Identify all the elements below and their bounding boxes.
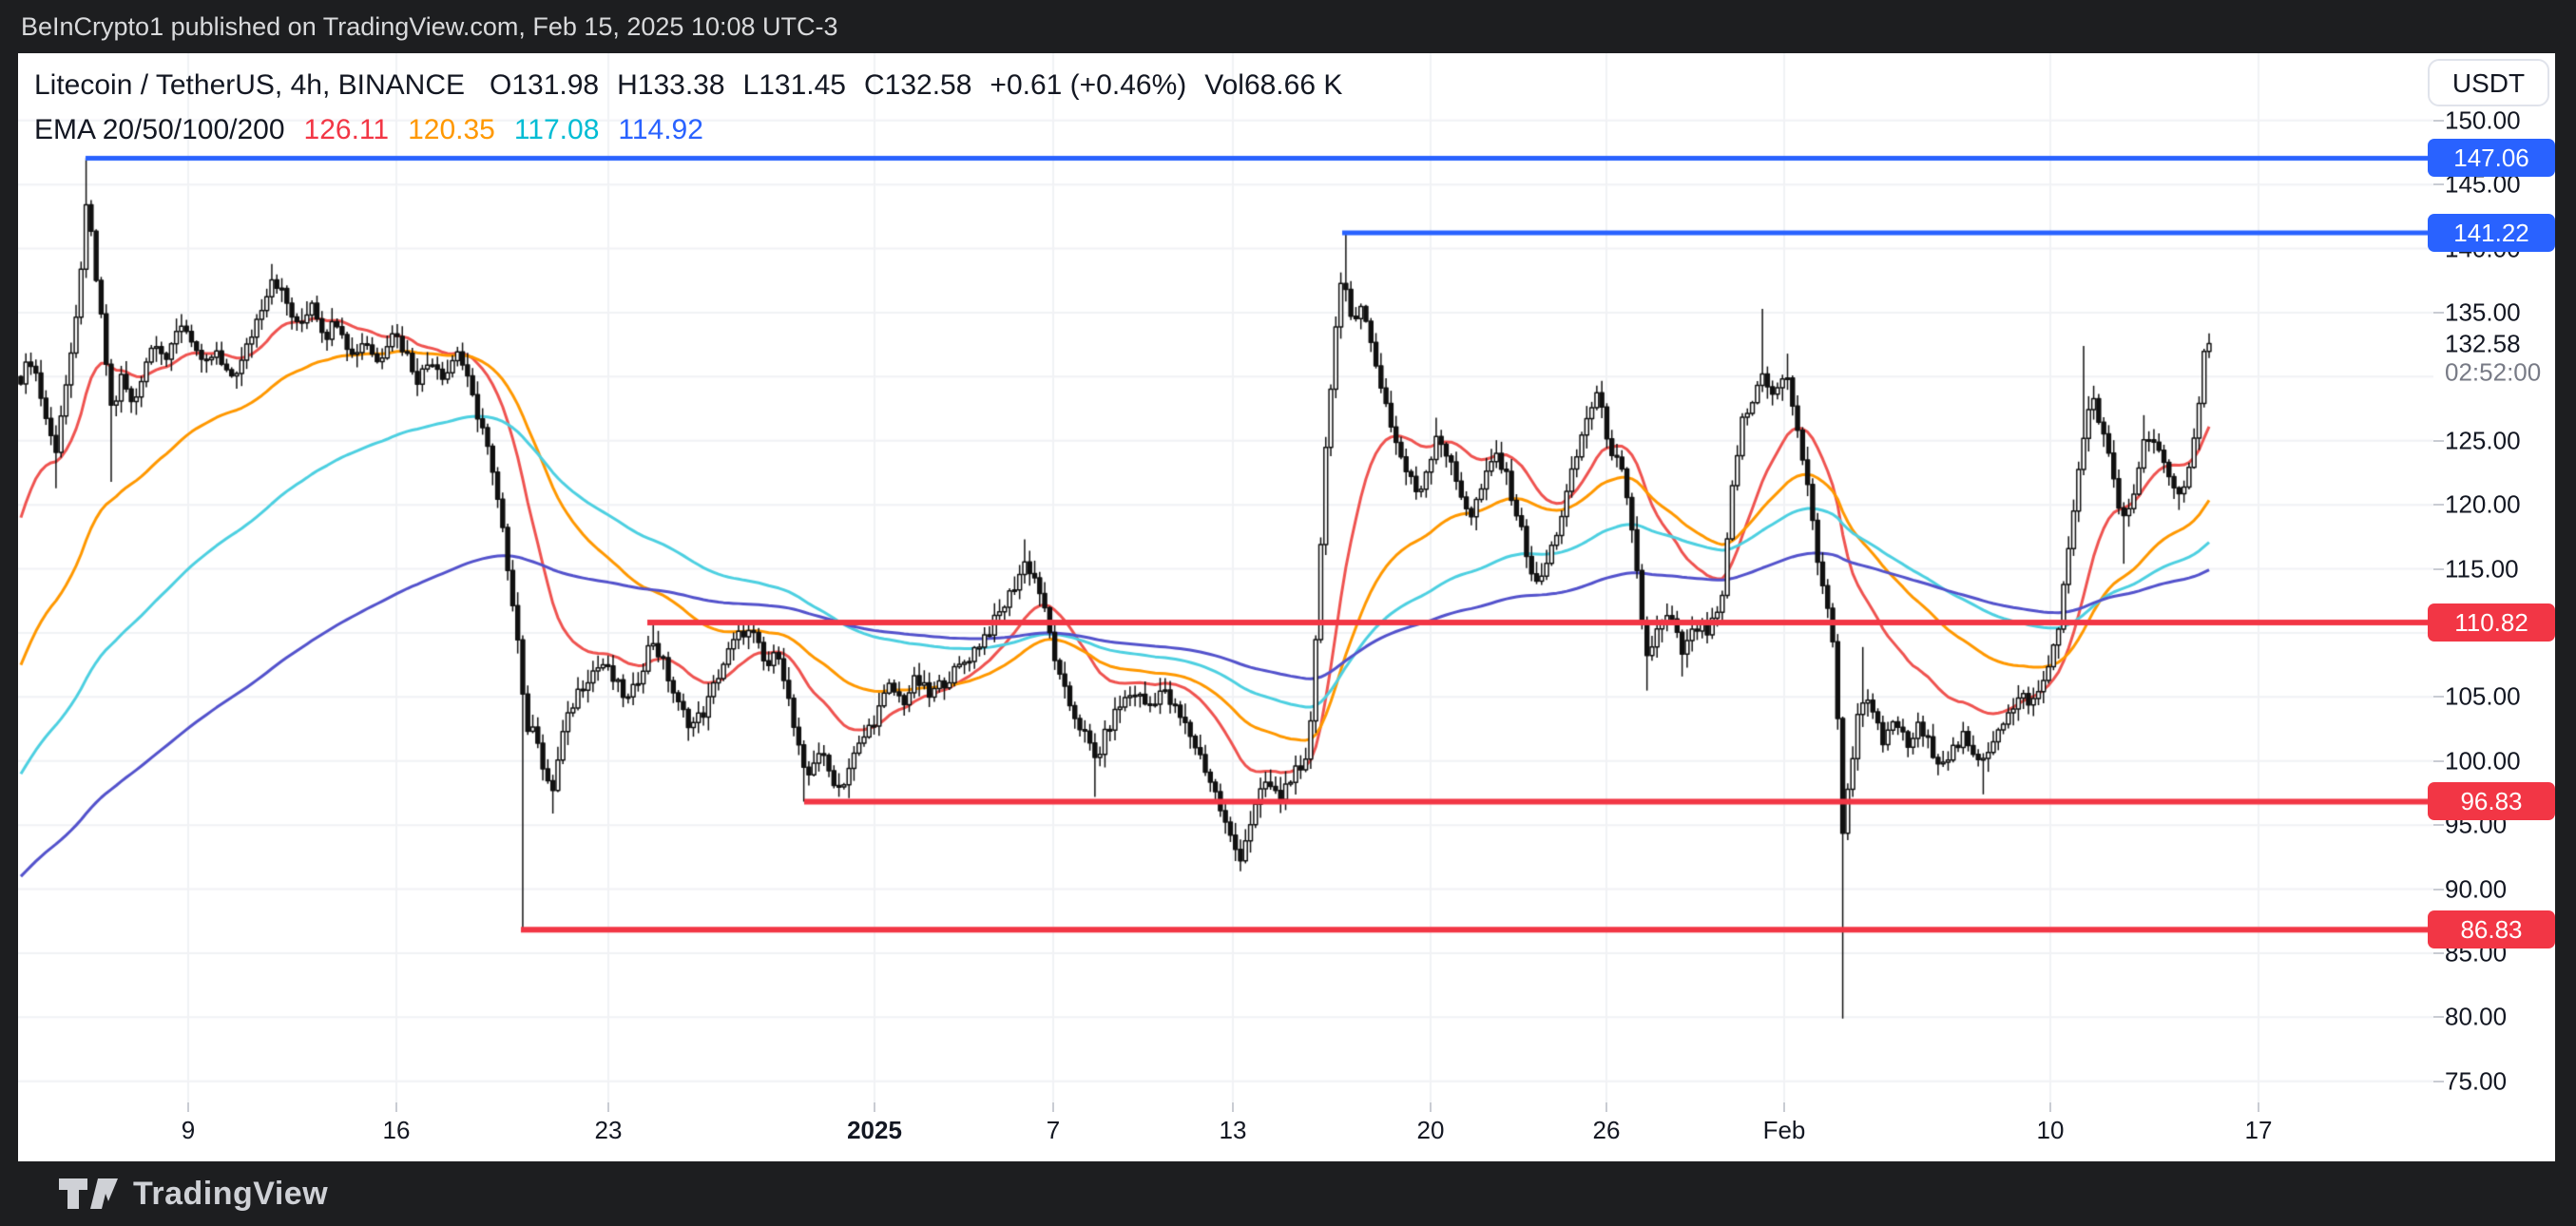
price-tick-mark [2433, 311, 2444, 314]
time-tick-label: 10 [2036, 1116, 2065, 1144]
time-tick-label: 9 [181, 1116, 196, 1144]
price-tick-mark [2433, 439, 2444, 442]
price-tick-label: 150.00 [2445, 105, 2521, 135]
time-tick-label: 26 [1592, 1116, 1621, 1144]
ohlc-close: C132.58 [863, 69, 972, 101]
price-tick-mark [2433, 888, 2444, 891]
publish-info-text: BeInCrypto1 published on TradingView.com… [21, 12, 838, 41]
time-tick-mark [2258, 1102, 2259, 1112]
price-tick-mark [2433, 951, 2444, 954]
price-tick-mark [2433, 696, 2444, 699]
chart-legend: Litecoin / TetherUS, 4h, BINANCE O131.98 H… [34, 65, 1360, 152]
time-tick-mark [1605, 1102, 1607, 1112]
price-tick-label: 80.00 [2445, 1002, 2508, 1031]
time-tick-mark [874, 1102, 875, 1112]
time-axis[interactable]: 9 16 23 2025 7 13 20 26 Feb 10 17 [18, 1102, 2433, 1161]
volume-value: Vol68.66 K [1204, 69, 1343, 101]
price-chart-canvas[interactable] [18, 53, 2433, 1102]
price-tick-mark [2433, 1080, 2444, 1082]
price-change: +0.61 (+0.46%) [990, 69, 1187, 101]
price-level-badge: 96.83 [2428, 782, 2555, 821]
ema50-value: 120.35 [408, 114, 495, 145]
time-tick-label: 7 [1046, 1116, 1061, 1144]
time-tick-label: 16 [382, 1116, 411, 1144]
time-tick-label: 13 [1219, 1116, 1247, 1144]
time-tick-mark [395, 1102, 397, 1112]
time-tick-mark [1232, 1102, 1234, 1112]
price-tick-label: 105.00 [2445, 681, 2521, 711]
time-tick-mark [1783, 1102, 1785, 1112]
time-tick-mark [1052, 1102, 1054, 1112]
price-tick-mark [2433, 759, 2444, 762]
price-tick-mark [2433, 183, 2444, 186]
tradingview-logo[interactable]: TradingView [59, 1175, 328, 1213]
price-tick-label: 90.00 [2445, 874, 2508, 904]
time-tick-label: 2025 [847, 1116, 902, 1144]
quote-currency-button[interactable]: USDT [2428, 59, 2549, 106]
price-tick-label: 75.00 [2445, 1066, 2508, 1096]
time-tick-mark [187, 1102, 189, 1112]
price-tick-mark [2433, 119, 2444, 122]
ohlc-low: L131.45 [742, 69, 846, 101]
time-tick-mark [2049, 1102, 2051, 1112]
price-tick-label: 135.00 [2445, 297, 2521, 327]
price-tick-mark [2433, 1016, 2444, 1019]
price-level-badge: 147.06 [2428, 139, 2555, 178]
ohlc-open: O131.98 [490, 69, 600, 101]
time-tick-label: 23 [594, 1116, 623, 1144]
price-tick-mark [2433, 567, 2444, 570]
ema100-value: 117.08 [513, 114, 600, 145]
symbol-title: Litecoin / TetherUS, 4h, BINANCE [34, 69, 465, 101]
price-tick-label: 125.00 [2445, 426, 2521, 455]
price-level-badge: 86.83 [2428, 910, 2555, 949]
time-tick-label: 20 [1416, 1116, 1445, 1144]
tradingview-logo-text: TradingView [133, 1175, 329, 1212]
price-tick-mark [2433, 824, 2444, 827]
bar-countdown-label: 02:52:00 [2445, 357, 2542, 387]
price-tick-mark [2433, 504, 2444, 507]
price-level-badge: 141.22 [2428, 214, 2555, 253]
ema200-value: 114.92 [618, 114, 703, 145]
tradingview-logo-icon [59, 1175, 118, 1213]
price-tick-label: 120.00 [2445, 489, 2521, 519]
current-price-label: 132.58 [2445, 329, 2521, 358]
time-tick-label: Feb [1762, 1116, 1806, 1144]
price-tick-label: 100.00 [2445, 746, 2521, 776]
ema-indicator-label: EMA 20/50/100/200 [34, 114, 285, 145]
time-tick-mark [1430, 1102, 1432, 1112]
time-tick-mark [607, 1102, 609, 1112]
price-tick-label: 115.00 [2445, 554, 2519, 584]
time-tick-label: 17 [2244, 1116, 2273, 1144]
ema-indicator-row: EMA 20/50/100/200 126.11 120.35 117.08 114.9… [34, 108, 1360, 152]
ema20-value: 126.11 [303, 114, 390, 145]
price-level-badge: 110.82 [2428, 603, 2555, 642]
publish-info-bar: BeInCrypto1 published on TradingView.com… [0, 0, 2576, 53]
ohlc-high: H133.38 [617, 69, 725, 101]
bottom-bar: TradingView [0, 1161, 2576, 1226]
chart-panel: Litecoin / TetherUS, 4h, BINANCE O131.98 H… [18, 53, 2555, 1161]
symbol-info-row: Litecoin / TetherUS, 4h, BINANCE O131.98 H… [34, 65, 1360, 106]
price-axis[interactable]: USDT 132.58 02:52:00 150.00145.00140.001… [2428, 53, 2555, 1161]
